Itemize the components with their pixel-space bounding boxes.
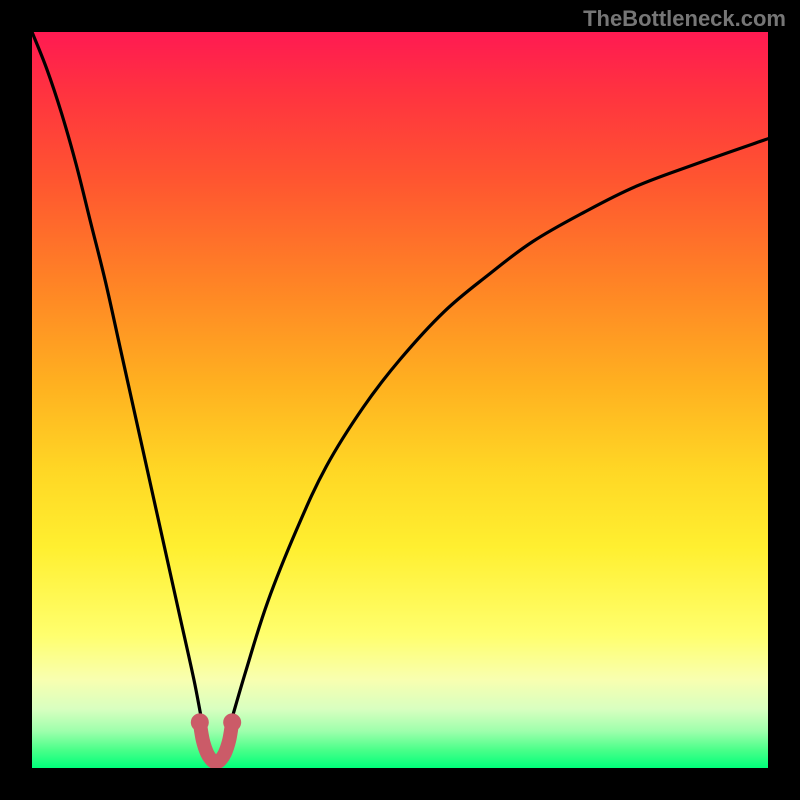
curve-right-branch — [216, 139, 768, 768]
plot-svg — [32, 32, 768, 768]
plot-area — [32, 32, 768, 768]
curve-left-branch — [32, 32, 216, 768]
valley-marker-end-dot — [223, 713, 241, 731]
watermark-text: TheBottleneck.com — [583, 6, 786, 32]
valley-marker-end-dot — [191, 713, 209, 731]
chart-frame: TheBottleneck.com — [0, 0, 800, 800]
